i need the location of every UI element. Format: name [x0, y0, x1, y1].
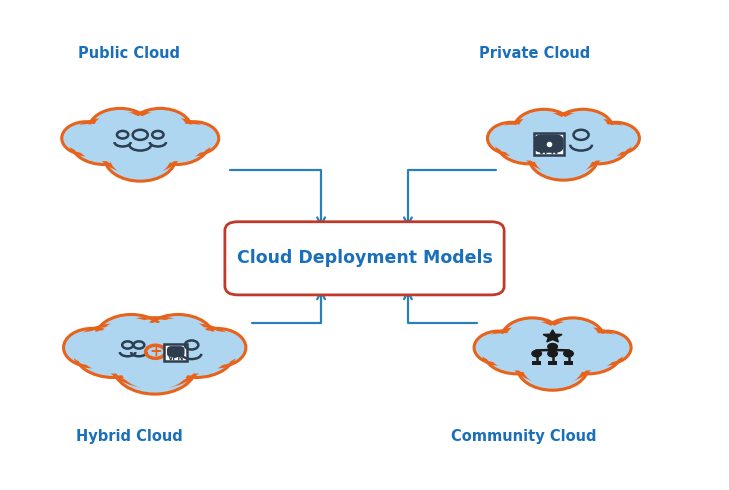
Circle shape [113, 338, 196, 394]
Circle shape [103, 318, 207, 388]
Circle shape [517, 342, 588, 390]
Circle shape [89, 108, 152, 150]
Circle shape [582, 331, 631, 364]
Text: Hybrid Cloud: Hybrid Cloud [76, 429, 183, 444]
Circle shape [110, 137, 171, 177]
Circle shape [592, 122, 639, 154]
Circle shape [74, 325, 152, 377]
Circle shape [63, 328, 121, 367]
Circle shape [526, 119, 601, 168]
Circle shape [173, 124, 215, 152]
Text: Cloud Deployment Models: Cloud Deployment Models [237, 249, 492, 268]
Circle shape [542, 318, 604, 360]
Circle shape [169, 122, 219, 155]
Text: VPN: VPN [168, 355, 184, 361]
Circle shape [571, 123, 625, 161]
Circle shape [110, 323, 199, 382]
Circle shape [557, 112, 609, 147]
Polygon shape [543, 330, 562, 342]
Circle shape [515, 327, 590, 378]
Circle shape [66, 124, 107, 152]
Circle shape [529, 134, 599, 180]
Circle shape [496, 120, 561, 164]
FancyBboxPatch shape [564, 361, 573, 365]
Circle shape [532, 350, 542, 357]
Circle shape [566, 120, 631, 164]
Circle shape [79, 329, 147, 373]
Circle shape [120, 343, 190, 390]
Circle shape [147, 318, 209, 360]
Circle shape [193, 331, 241, 364]
Circle shape [488, 332, 545, 370]
Text: VPN: VPN [538, 147, 559, 156]
Circle shape [501, 123, 556, 161]
Circle shape [520, 114, 607, 172]
Circle shape [547, 343, 558, 350]
Circle shape [564, 350, 573, 357]
Circle shape [560, 332, 617, 370]
Circle shape [522, 346, 583, 387]
Circle shape [585, 334, 628, 362]
FancyBboxPatch shape [164, 344, 187, 361]
Circle shape [474, 331, 523, 364]
Circle shape [546, 321, 599, 357]
Circle shape [534, 137, 593, 177]
FancyBboxPatch shape [534, 133, 564, 155]
Circle shape [95, 113, 185, 173]
FancyBboxPatch shape [168, 347, 184, 356]
Circle shape [596, 125, 636, 152]
Circle shape [483, 329, 550, 374]
FancyBboxPatch shape [225, 222, 504, 295]
Circle shape [141, 315, 214, 363]
Circle shape [76, 123, 133, 161]
Circle shape [506, 321, 559, 357]
FancyBboxPatch shape [547, 361, 558, 365]
Circle shape [477, 334, 520, 362]
Circle shape [553, 109, 613, 150]
Circle shape [163, 329, 230, 373]
Circle shape [62, 122, 111, 155]
Circle shape [157, 325, 235, 377]
Circle shape [513, 109, 574, 150]
Text: Public Cloud: Public Cloud [79, 46, 180, 61]
Circle shape [518, 112, 570, 147]
Circle shape [95, 315, 168, 363]
Text: Community Cloud: Community Cloud [451, 429, 596, 444]
Circle shape [555, 329, 622, 374]
Circle shape [547, 350, 558, 357]
Circle shape [129, 108, 192, 150]
Circle shape [102, 118, 179, 169]
Circle shape [507, 322, 598, 383]
FancyBboxPatch shape [532, 361, 542, 365]
Circle shape [133, 112, 187, 147]
Circle shape [488, 122, 535, 154]
Text: +: + [149, 344, 162, 359]
Circle shape [147, 123, 205, 161]
Text: Private Cloud: Private Cloud [479, 46, 590, 61]
FancyBboxPatch shape [535, 136, 562, 151]
Circle shape [142, 120, 210, 165]
Circle shape [93, 112, 147, 147]
Circle shape [101, 318, 163, 360]
Circle shape [71, 120, 138, 165]
Circle shape [68, 331, 117, 364]
Circle shape [501, 318, 564, 360]
Circle shape [491, 125, 531, 152]
Circle shape [189, 328, 246, 367]
Circle shape [104, 133, 176, 181]
